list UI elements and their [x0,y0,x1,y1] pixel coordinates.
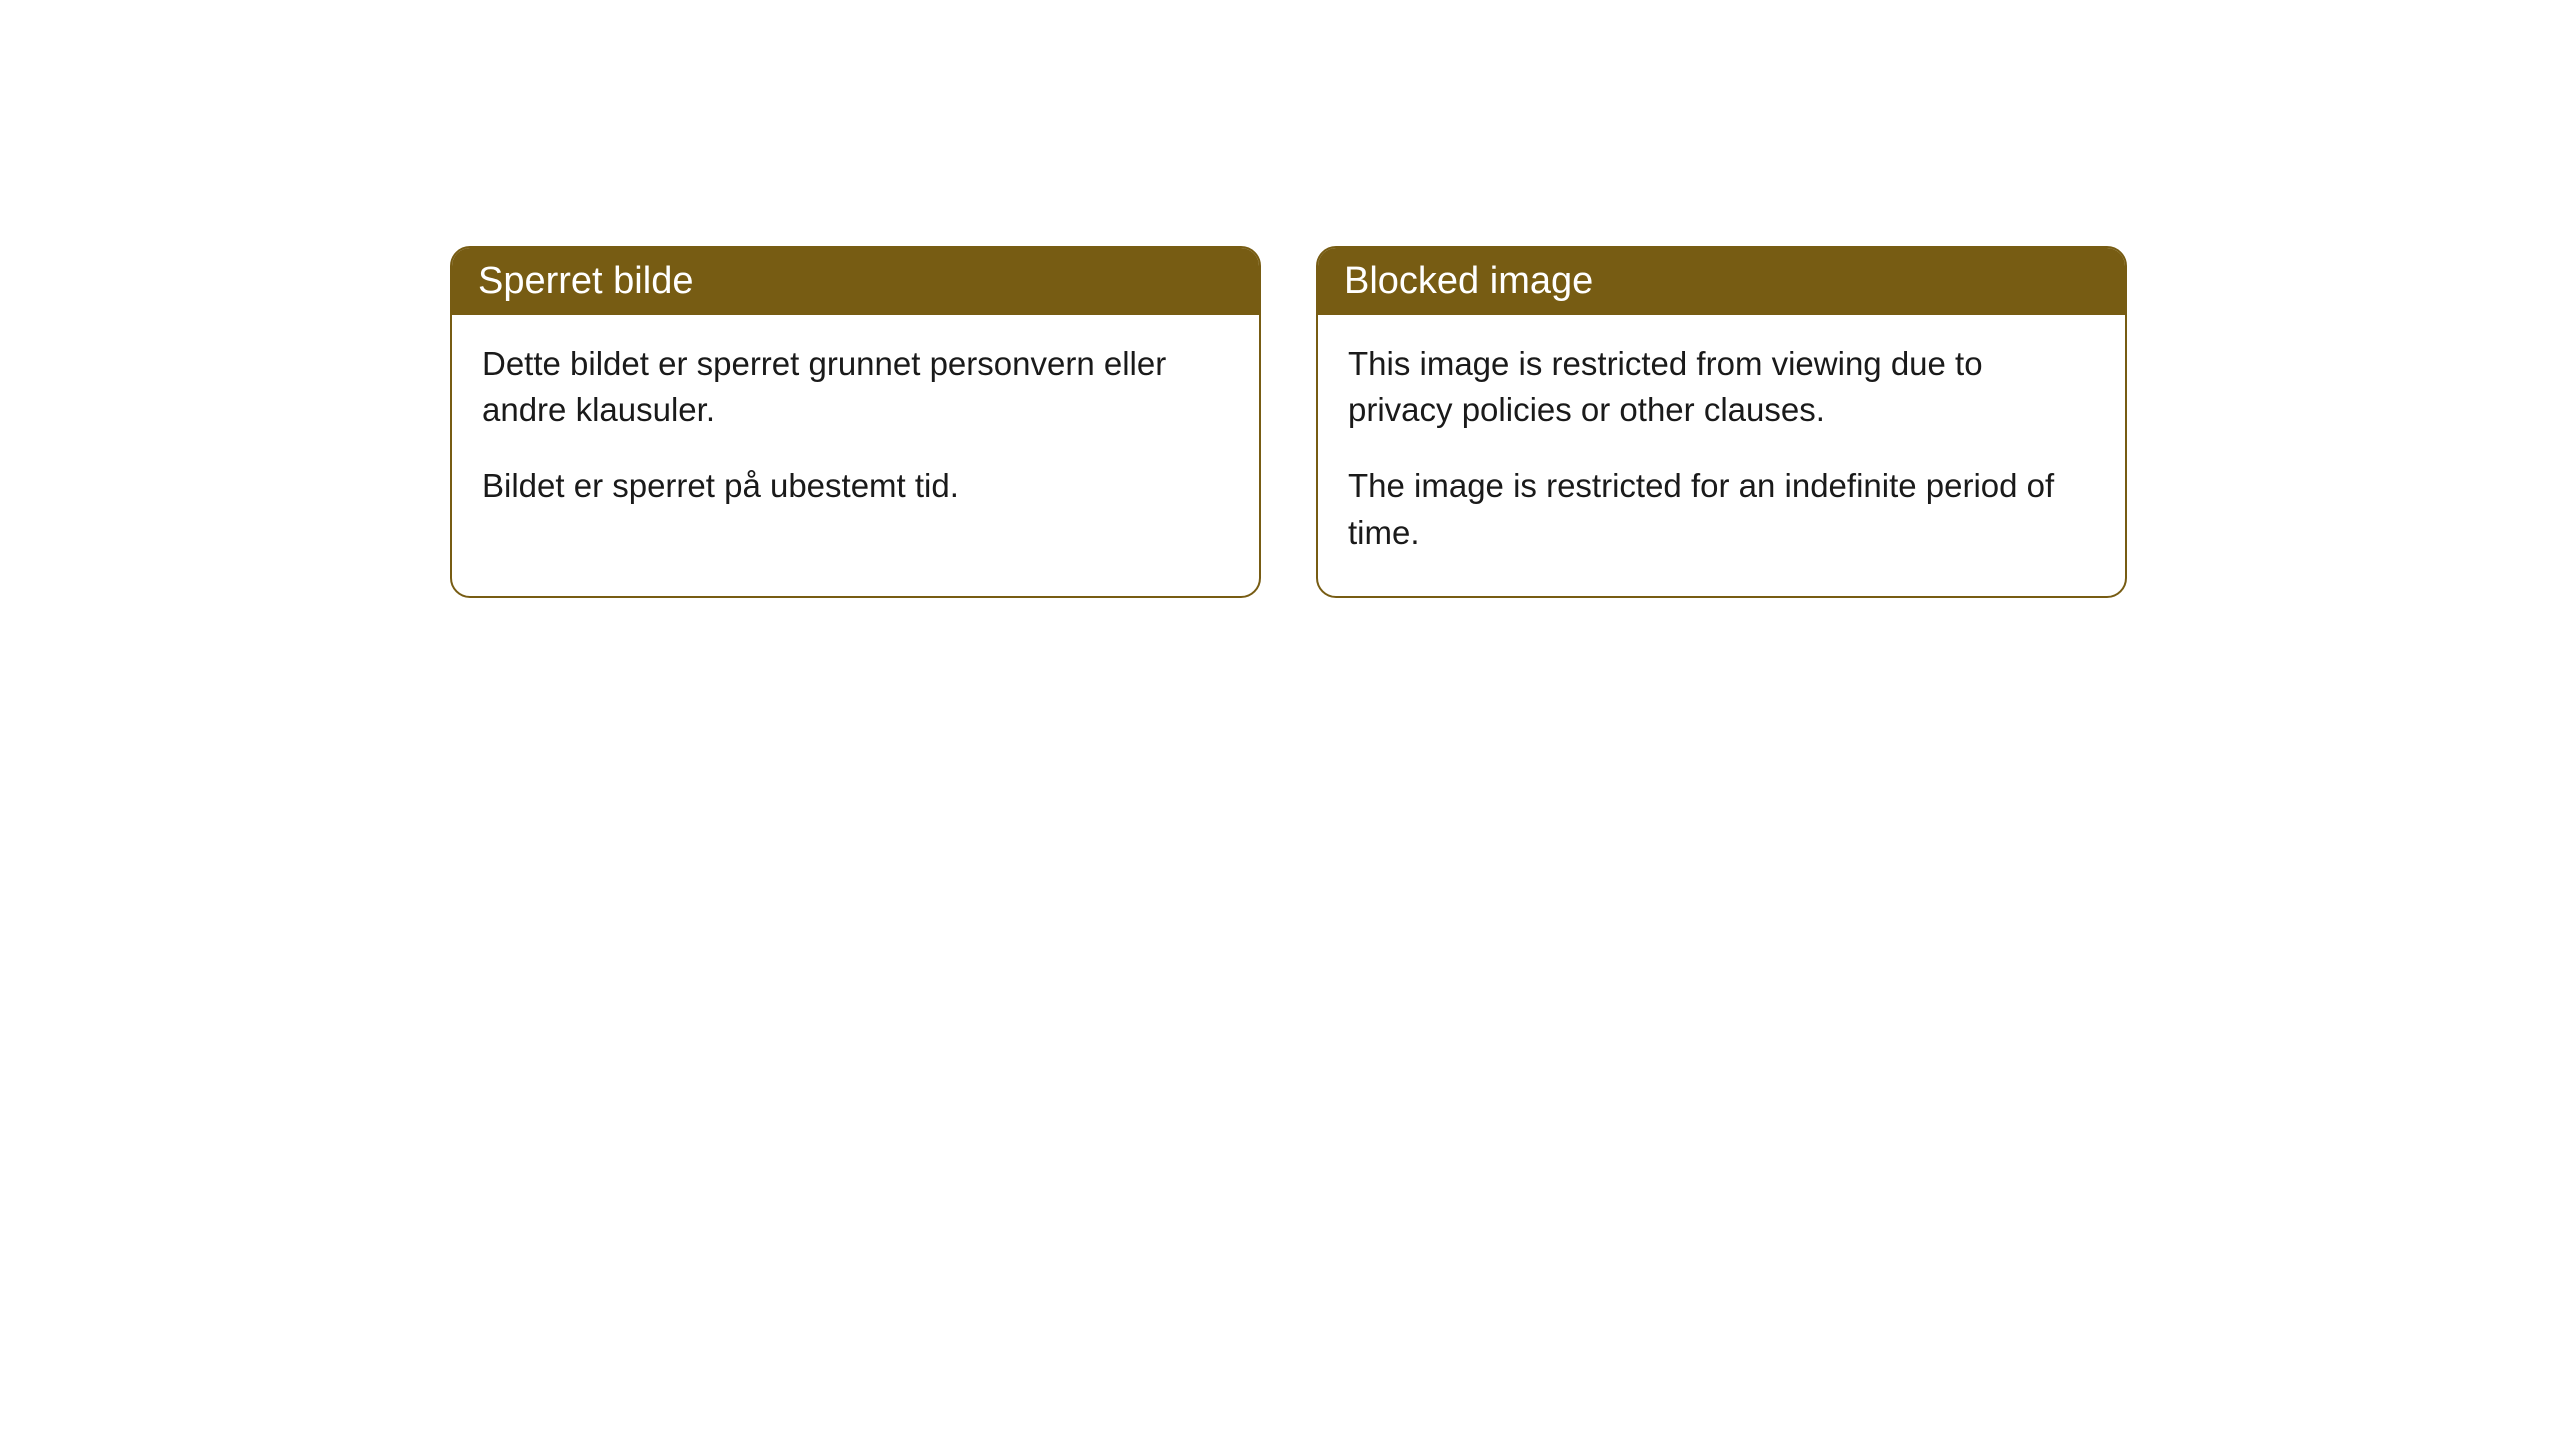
notice-paragraph-2-norwegian: Bildet er sperret på ubestemt tid. [482,463,1229,509]
notice-cards-container: Sperret bilde Dette bildet er sperret gr… [450,246,2127,598]
notice-paragraph-1-norwegian: Dette bildet er sperret grunnet personve… [482,341,1229,433]
notice-paragraph-2-english: The image is restricted for an indefinit… [1348,463,2095,555]
card-header-norwegian: Sperret bilde [452,248,1259,315]
blocked-image-card-norwegian: Sperret bilde Dette bildet er sperret gr… [450,246,1261,598]
card-body-norwegian: Dette bildet er sperret grunnet personve… [452,315,1259,550]
blocked-image-card-english: Blocked image This image is restricted f… [1316,246,2127,598]
card-header-english: Blocked image [1318,248,2125,315]
card-body-english: This image is restricted from viewing du… [1318,315,2125,596]
notice-paragraph-1-english: This image is restricted from viewing du… [1348,341,2095,433]
